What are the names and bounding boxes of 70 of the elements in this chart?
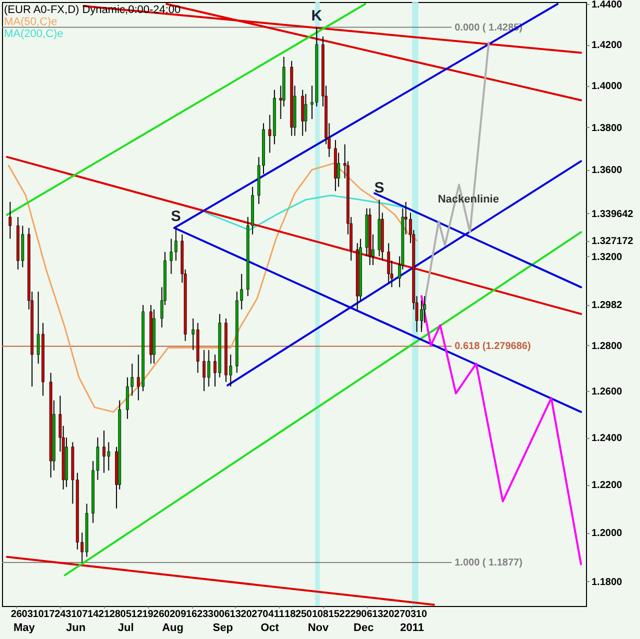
x2-tick-label: Jul <box>118 622 134 634</box>
x2-tick-label: Aug <box>162 622 184 634</box>
x2-tick-label: Jun <box>66 622 86 634</box>
x-tick-label: 21 <box>98 609 110 620</box>
x-tick-label: 30 <box>208 609 220 620</box>
x-tick-label: 20 <box>240 609 252 620</box>
x-tick-label: 06 <box>361 609 373 620</box>
y-tick-label: 1.4200 <box>592 40 623 52</box>
x-tick-label: 18 <box>284 609 296 620</box>
x-tick-label: 25 <box>295 609 308 620</box>
x2-tick-label: Sep <box>212 622 234 634</box>
x-tick-label: 05 <box>120 609 132 620</box>
x-tick-label: 19 <box>142 609 154 620</box>
x-tick-label: 08 <box>317 609 329 620</box>
annotation: Nackenlinie <box>438 194 499 206</box>
x-tick-label: 17 <box>44 609 56 620</box>
x-tick-label: 29 <box>350 609 362 620</box>
y-tick-label: 1.2982 <box>592 300 623 312</box>
x-tick-label: 26 <box>10 609 22 620</box>
x-tick-label: 24 <box>54 609 66 620</box>
y-tick-label: 1.3600 <box>592 165 623 176</box>
y-tick-label: 1.2200 <box>592 480 623 492</box>
ref-line-label: 1.000 ( 1.1877) <box>454 557 522 568</box>
x-tick-label: 02 <box>164 609 176 620</box>
x-tick-label: 01 <box>306 609 318 620</box>
x-tick-label: 20 <box>383 609 395 620</box>
x-tick-label: 22 <box>339 609 351 620</box>
ref-line-label: 0.618 (1.279686) <box>454 341 531 352</box>
x-tick-label: 13 <box>230 609 242 620</box>
x2-tick-label: Dec <box>354 622 374 634</box>
x-tick-label: 07 <box>76 609 88 620</box>
y-tick-label: 1.2000 <box>592 528 623 540</box>
x-tick-label: 06 <box>218 609 230 620</box>
x-tick-label: 14 <box>87 609 100 620</box>
text: MA(200,C)e <box>4 28 64 40</box>
y-tick-label: 1.3200 <box>592 252 623 263</box>
x2-tick-label: May <box>14 622 36 634</box>
y-tick-label: 1.1800 <box>592 576 623 588</box>
y-tick-label: 1.339642 <box>592 208 634 220</box>
x2-tick-label: 2011 <box>400 622 424 634</box>
x-tick-label: 28 <box>109 609 121 620</box>
y-tick-label: 1.3800 <box>592 122 623 134</box>
x-tick-label: 26 <box>153 609 165 620</box>
annotation: S <box>374 180 384 197</box>
x-tick-label: 27 <box>252 609 264 620</box>
x-tick-label: 03 <box>22 609 34 620</box>
y-tick-label: 1.4000 <box>592 81 623 92</box>
x-tick-label: 31 <box>66 609 78 620</box>
x-tick-label: 23 <box>196 609 209 620</box>
x2-tick-label: Oct <box>260 622 280 634</box>
x-tick-label: 12 <box>131 609 143 620</box>
y-tick-label: 1.4400 <box>592 0 623 11</box>
text: MA(50,C)e <box>4 16 58 28</box>
x-tick-label: 16 <box>186 609 198 620</box>
x-tick-label: 15 <box>328 609 340 620</box>
y-tick-label: 1.327172 <box>592 236 634 248</box>
y-tick-label: 1.2800 <box>592 340 623 352</box>
x-tick-label: 09 <box>175 609 187 620</box>
x-tick-label: 13 <box>372 609 384 620</box>
x2-tick-label: Nov <box>308 622 330 634</box>
y-tick-label: 1.2400 <box>592 433 623 444</box>
x-tick-label: 27 <box>394 609 406 620</box>
annotation: K <box>311 7 322 24</box>
annotation: S <box>170 208 181 225</box>
x-tick-label: 10 <box>416 609 428 620</box>
x-tick-label: 04 <box>262 609 274 620</box>
x-tick-label: 11 <box>274 609 285 620</box>
x-tick-label: 03 <box>404 609 417 620</box>
x-tick-label: 10 <box>32 609 44 620</box>
y-tick-label: 1.2600 <box>592 386 623 398</box>
